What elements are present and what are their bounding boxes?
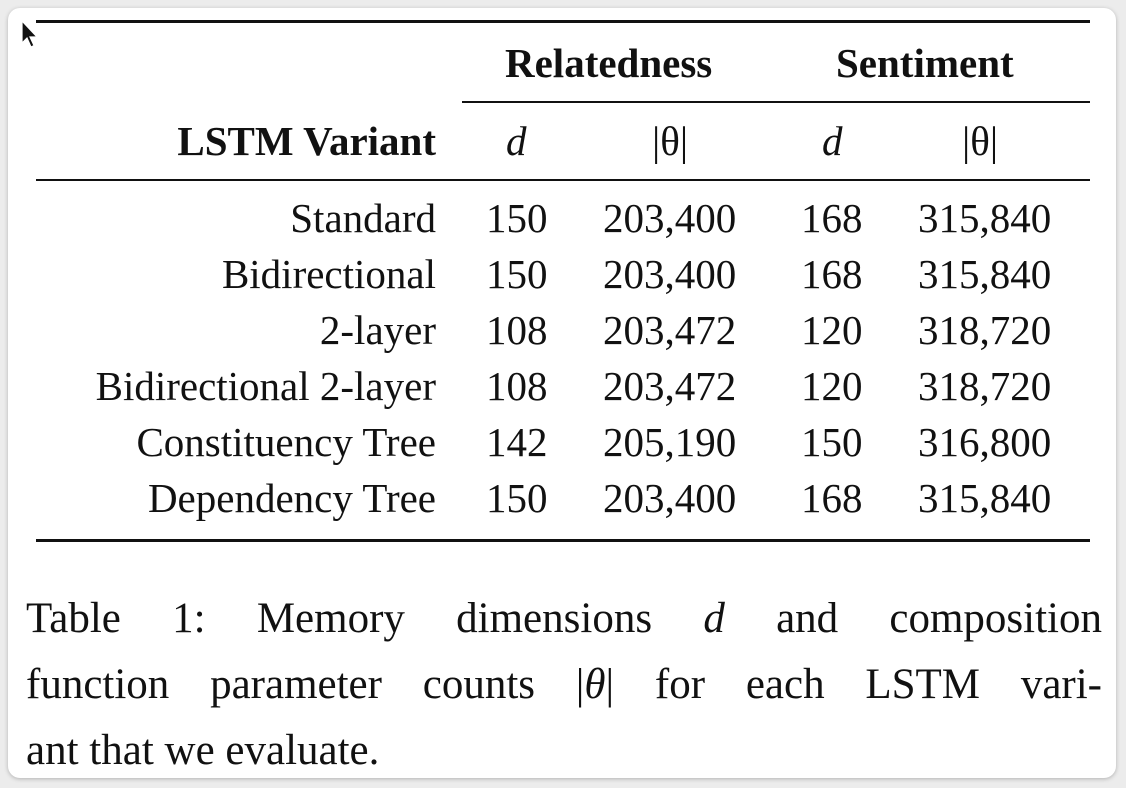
table-mid-rule (36, 179, 1090, 181)
table-cell-rel-d: 108 (486, 307, 548, 353)
table-row-variant: Constituency Tree (136, 419, 436, 465)
table-cell-rel-d: 108 (486, 363, 548, 409)
table-cell-rel-d: 142 (486, 419, 548, 465)
table-cell-rel-theta: 203,400 (603, 475, 737, 521)
table-row-variant: Standard (290, 195, 436, 241)
caption-line-3: ant that we evaluate. (26, 727, 380, 774)
table-cell-rel-theta: 203,472 (603, 363, 737, 409)
table-cell-sent-theta: 315,840 (918, 251, 1052, 297)
column-header-rel-d: d (506, 118, 527, 164)
table-cell-rel-theta: 203,400 (603, 251, 737, 297)
group-header-relatedness: Relatedness (505, 40, 713, 86)
table-row-variant: Dependency Tree (147, 475, 436, 521)
column-header-sent-theta: |θ| (962, 118, 999, 164)
table-cell-sent-d: 168 (801, 475, 863, 521)
column-header-sent-d: d (822, 118, 843, 164)
column-header-rel-theta: |θ| (652, 118, 689, 164)
table-cell-sent-theta: 318,720 (918, 363, 1052, 409)
table-card: Relatedness Sentiment LSTM Variant d |θ|… (8, 8, 1116, 778)
group-header-sentiment: Sentiment (836, 40, 1014, 86)
table-cell-rel-d: 150 (486, 251, 548, 297)
caption-line-2: function parameter counts |θ| for each L… (26, 661, 1102, 708)
table-row-variant: 2-layer (319, 307, 436, 353)
table-row-variant: Bidirectional 2-layer (95, 363, 436, 409)
caption-line-1: Table 1: Memory dimensions d and composi… (26, 595, 1103, 642)
table-cell-sent-d: 120 (801, 307, 863, 353)
table-cell-rel-d: 150 (486, 195, 548, 241)
table-cell-rel-theta: 203,472 (603, 307, 737, 353)
column-header-variant: LSTM Variant (177, 118, 436, 164)
table-bottom-rule (36, 539, 1090, 542)
table-cell-sent-d: 168 (801, 251, 863, 297)
table-cell-sent-theta: 315,840 (918, 195, 1052, 241)
table-cell-sent-d: 120 (801, 363, 863, 409)
mouse-cursor-icon (21, 20, 39, 48)
table-caption: Table 1: Memory dimensions d and composi… (26, 586, 1102, 778)
table-cell-rel-d: 150 (486, 475, 548, 521)
table-top-rule (36, 20, 1090, 23)
table-cell-sent-theta: 315,840 (918, 475, 1052, 521)
table-cell-sent-theta: 318,720 (918, 307, 1052, 353)
table-cell-sent-d: 168 (801, 195, 863, 241)
table-row-variant: Bidirectional (221, 251, 436, 297)
table-cell-sent-theta: 316,800 (918, 419, 1052, 465)
table-cell-rel-theta: 203,400 (603, 195, 737, 241)
table-cell-rel-theta: 205,190 (603, 419, 737, 465)
group-header-rule (462, 101, 1090, 103)
table-cell-sent-d: 150 (801, 419, 863, 465)
